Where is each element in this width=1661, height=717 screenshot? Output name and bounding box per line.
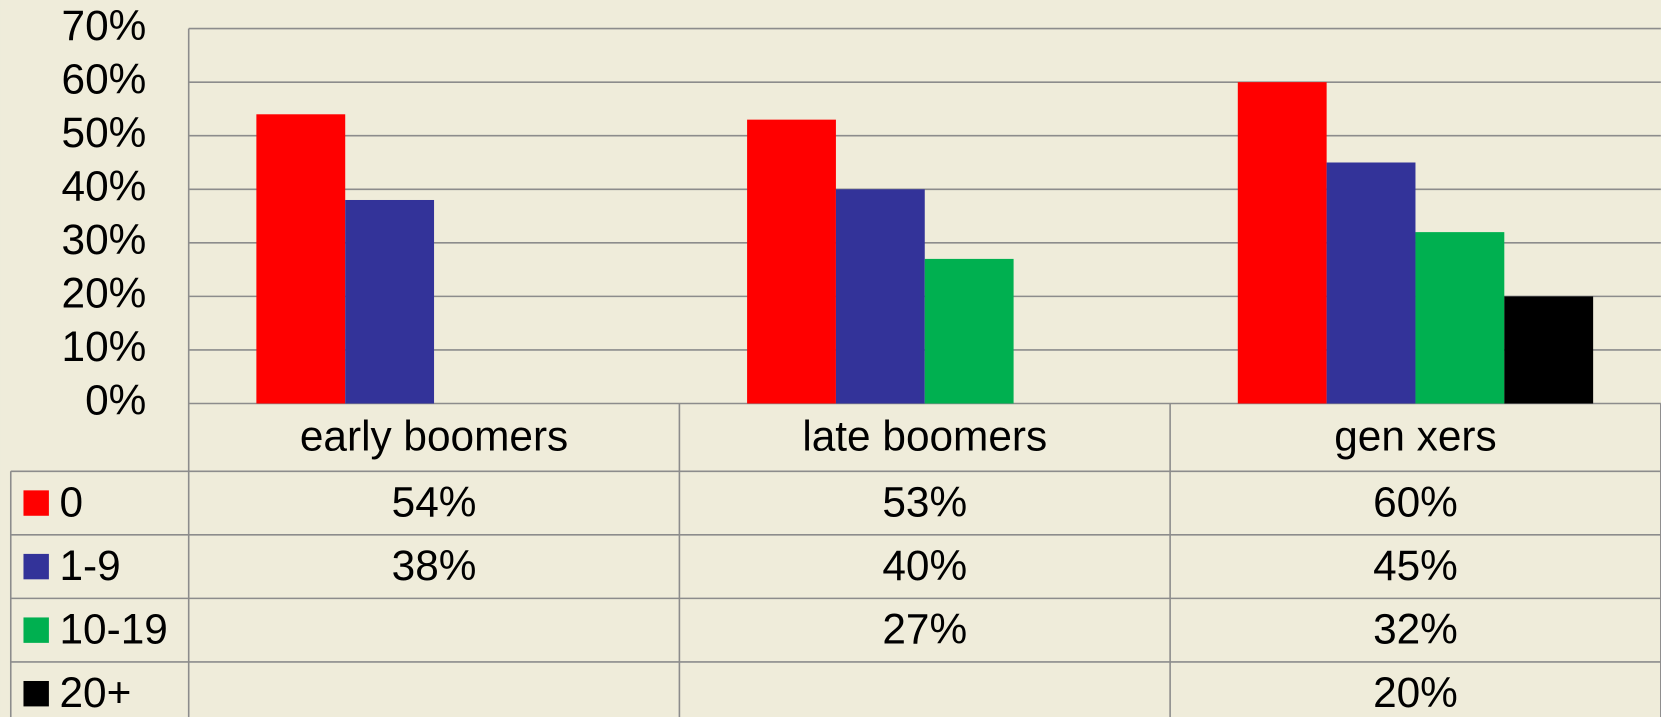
legend-label: 1-9 — [59, 542, 120, 589]
data-label: 54% — [392, 478, 477, 525]
bar — [1326, 162, 1416, 404]
x-tick-label: early boomers — [300, 413, 568, 460]
bar — [924, 258, 1014, 404]
bar — [747, 119, 836, 404]
y-tick-label: 20% — [62, 270, 147, 317]
y-tick-label: 50% — [62, 109, 147, 156]
y-tick-label: 30% — [62, 216, 147, 263]
data-label: 27% — [882, 605, 967, 652]
y-tick-label: 70% — [62, 2, 147, 49]
bar — [345, 199, 435, 404]
data-label: 32% — [1373, 605, 1458, 652]
data-label: 38% — [392, 542, 477, 589]
bar — [1415, 232, 1505, 404]
x-tick-label: gen xers — [1334, 413, 1496, 460]
bar — [1504, 296, 1594, 404]
data-label: 20% — [1373, 669, 1458, 716]
bar — [256, 114, 346, 404]
y-tick-label: 0% — [85, 377, 146, 424]
legend-swatch — [23, 617, 49, 643]
legend-swatch — [23, 553, 49, 580]
bar — [1237, 82, 1327, 404]
legend-label: 0 — [59, 478, 83, 525]
data-label: 40% — [882, 542, 967, 589]
legend-swatch — [23, 490, 49, 516]
data-label: 45% — [1373, 542, 1458, 589]
data-label: 60% — [1373, 478, 1458, 525]
bar — [835, 189, 925, 404]
legend-label: 10-19 — [59, 605, 167, 652]
data-label: 53% — [882, 478, 967, 525]
y-tick-label: 40% — [62, 162, 147, 209]
y-tick-label: 10% — [62, 323, 147, 370]
y-tick-label: 60% — [62, 55, 147, 102]
legend-label: 20+ — [59, 669, 131, 716]
x-tick-label: late boomers — [802, 413, 1047, 460]
legend-swatch — [23, 680, 49, 707]
